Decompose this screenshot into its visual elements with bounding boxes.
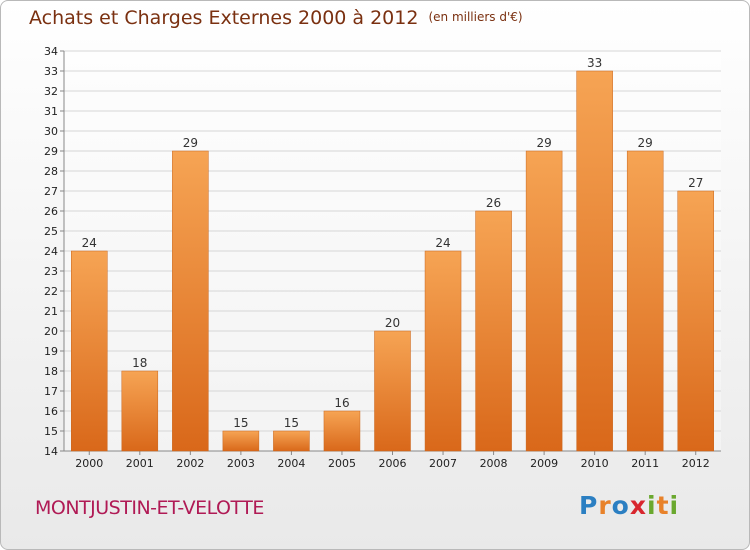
- x-tick-label-2011: 2011: [631, 457, 659, 470]
- chart-title: Achats et Charges Externes 2000 à 2012 (e…: [29, 7, 523, 29]
- value-label-2000: 24: [82, 236, 97, 250]
- bar-2010: [576, 70, 613, 452]
- y-tick-label: 25: [44, 225, 58, 238]
- y-tick-label: 27: [44, 185, 58, 198]
- value-label-2005: 16: [334, 396, 349, 410]
- bar-2005: [323, 410, 361, 452]
- x-tick-label-2008: 2008: [480, 457, 508, 470]
- value-label-2003: 15: [233, 416, 248, 430]
- value-label-2004: 15: [284, 416, 299, 430]
- x-tick-label-2002: 2002: [176, 457, 204, 470]
- y-tick-label: 21: [44, 305, 58, 318]
- x-tick-label-2009: 2009: [530, 457, 558, 470]
- bar-2000: [71, 250, 108, 452]
- y-tick-label: 30: [44, 125, 58, 138]
- bar-2006: [374, 330, 411, 452]
- value-label-2002: 29: [183, 136, 198, 150]
- town-name: MONTJUSTIN-ET-VELOTTE: [35, 497, 264, 519]
- bar-2003: [222, 430, 260, 452]
- logo-letter: r: [598, 491, 612, 520]
- x-tick-label-2007: 2007: [429, 457, 457, 470]
- logo-letter: i: [647, 491, 657, 520]
- label-layer: 14 15 16 17 18 19 20 21 22 23 24 25 26 27 28 29 30 31 32 33…: [44, 45, 710, 470]
- bar-2002: [172, 150, 209, 452]
- y-tick-label: 20: [44, 325, 58, 338]
- value-label-2010: 33: [587, 56, 602, 70]
- bar-2012: [677, 190, 714, 452]
- y-tick-label: 28: [44, 165, 58, 178]
- bar-2009: [525, 150, 563, 452]
- x-tick-label-2001: 2001: [126, 457, 154, 470]
- logo-letter: x: [629, 491, 647, 520]
- logo-letter: i: [669, 491, 680, 520]
- value-label-2001: 18: [132, 356, 147, 370]
- proxiti-logo[interactable]: Proxiti: [579, 491, 679, 520]
- bar-2011: [626, 150, 664, 452]
- x-tick-label-2012: 2012: [682, 457, 710, 470]
- value-label-2008: 26: [486, 196, 501, 210]
- value-label-2007: 24: [435, 236, 450, 250]
- logo-letter: t: [656, 491, 670, 520]
- y-tick-label: 15: [44, 425, 58, 438]
- x-tick-label-2003: 2003: [227, 457, 255, 470]
- value-label-2006: 20: [385, 316, 400, 330]
- x-tick-label-2000: 2000: [75, 457, 103, 470]
- y-tick-label: 24: [44, 245, 58, 258]
- bar-2004: [273, 430, 310, 452]
- y-tick-label: 29: [44, 145, 58, 158]
- y-tick-label: 34: [44, 45, 58, 58]
- y-tick-label: 22: [44, 285, 58, 298]
- value-label-2012: 27: [688, 176, 703, 190]
- x-tick-label-2010: 2010: [581, 457, 609, 470]
- logo-letter: o: [611, 491, 630, 520]
- bar-2001: [121, 370, 159, 452]
- unit-note: (en milliers d'€): [428, 10, 523, 24]
- bar-2007: [424, 250, 462, 452]
- value-label-2011: 29: [638, 136, 653, 150]
- y-tick-label: 16: [44, 405, 58, 418]
- logo-letter: P: [579, 491, 599, 520]
- x-tick-label-2006: 2006: [379, 457, 407, 470]
- y-tick-label: 17: [44, 385, 58, 398]
- bar-2008: [475, 210, 512, 452]
- y-tick-label: 31: [44, 105, 58, 118]
- y-tick-label: 23: [44, 265, 58, 278]
- bar-layer: [71, 70, 714, 452]
- value-label-2009: 29: [536, 136, 551, 150]
- y-tick-label: 14: [44, 445, 58, 458]
- x-tick-label-2004: 2004: [277, 457, 305, 470]
- y-tick-label: 19: [44, 345, 58, 358]
- x-tick-label-2005: 2005: [328, 457, 356, 470]
- y-tick-label: 26: [44, 205, 58, 218]
- y-tick-label: 18: [44, 365, 58, 378]
- y-tick-label: 33: [44, 65, 58, 78]
- y-tick-label: 32: [44, 85, 58, 98]
- title-text: Achats et Charges Externes 2000 à 2012: [29, 7, 419, 29]
